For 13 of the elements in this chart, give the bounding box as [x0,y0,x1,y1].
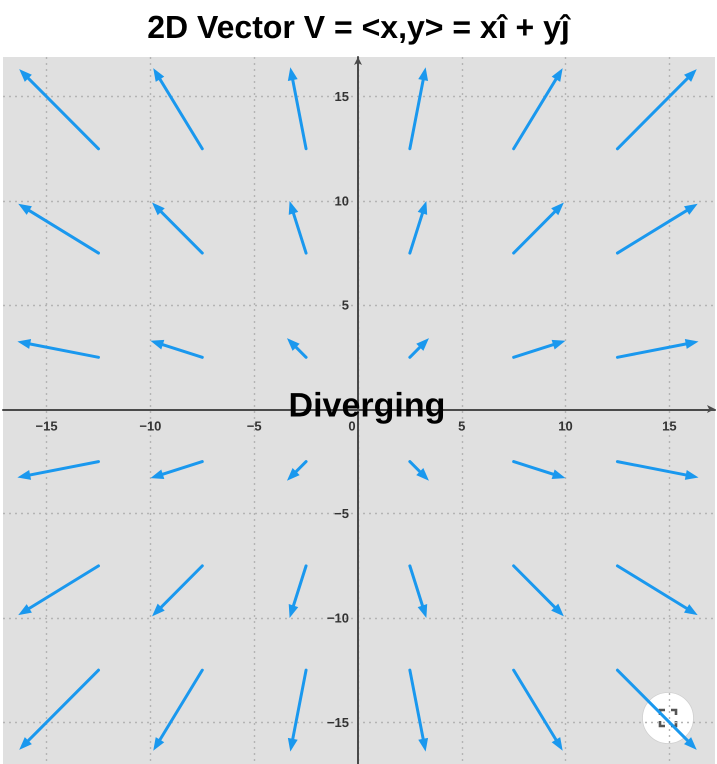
x-tick-label: 5 [458,418,466,434]
x-tick-label: −15 [36,418,58,434]
x-tick-label: 15 [662,418,677,434]
x-tick-label: −5 [246,418,262,434]
y-tick-label: −5 [334,506,349,522]
x-tick-label: −10 [139,418,162,434]
x-tick-label: 10 [558,418,573,434]
y-tick-label: 5 [342,298,349,313]
y-tick-label: −10 [326,610,349,626]
chart-title: 2D Vector V = <x,y> = xî + yĵ [147,9,572,45]
y-tick-label: −15 [326,714,349,730]
y-tick-label: 10 [334,193,349,208]
y-tick-label: 15 [334,89,349,104]
